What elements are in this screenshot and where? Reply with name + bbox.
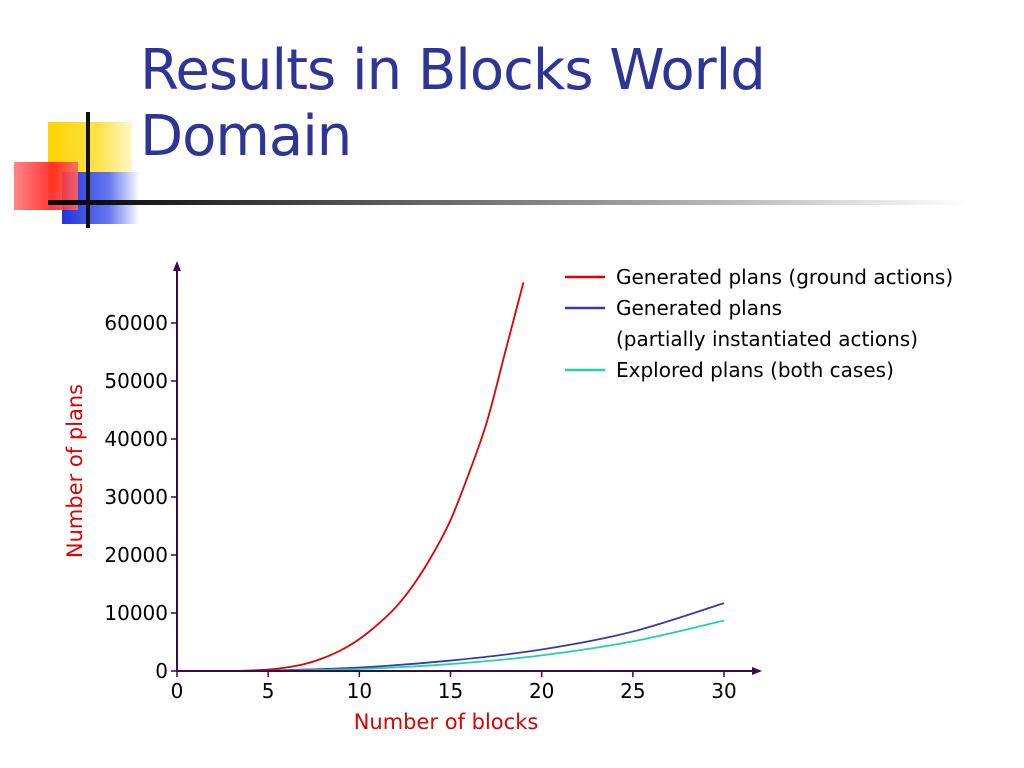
legend: Generated plans (ground actions) Generate… xyxy=(565,265,953,382)
y-tick-label: 0 xyxy=(155,659,168,683)
x-tick-label: 30 xyxy=(711,679,736,703)
y-tick-label: 40000 xyxy=(104,427,168,451)
axes xyxy=(173,261,762,675)
y-axis-title: Number of plans xyxy=(63,384,87,558)
y-tick-label: 60000 xyxy=(104,311,168,335)
x-tick-label: 0 xyxy=(171,679,184,703)
y-tick-label: 30000 xyxy=(104,485,168,509)
x-axis-arrow xyxy=(752,667,762,675)
legend-label-2: Generated plans xyxy=(616,296,782,320)
y-axis-arrow xyxy=(173,261,181,271)
title-line-1: Results in Blocks World xyxy=(140,38,766,103)
x-axis-ticks: 0 5 10 15 20 25 30 xyxy=(171,671,737,703)
y-tick-label: 50000 xyxy=(104,369,168,393)
x-tick-label: 20 xyxy=(529,679,554,703)
vertical-rule xyxy=(86,112,90,228)
x-tick-label: 25 xyxy=(620,679,645,703)
series-line-1 xyxy=(213,282,525,672)
title-line-2: Domain xyxy=(140,104,352,169)
legend-label-3: Explored plans (both cases) xyxy=(616,358,894,382)
x-axis-title: Number of blocks xyxy=(354,710,539,734)
line-chart: 0 10000 20000 30000 40000 50000 60000 0 5 10 15 20… xyxy=(63,261,953,734)
x-tick-label: 10 xyxy=(347,679,372,703)
y-axis-ticks: 0 10000 20000 30000 40000 50000 60000 xyxy=(104,311,177,683)
horizontal-rule xyxy=(48,200,968,205)
y-tick-label: 10000 xyxy=(104,601,168,625)
slide-title: Results in Blocks World Domain xyxy=(140,38,1000,170)
x-tick-label: 15 xyxy=(438,679,463,703)
title-decoration xyxy=(14,112,968,228)
legend-label-2: (partially instantiated actions) xyxy=(616,327,918,351)
y-tick-label: 20000 xyxy=(104,543,168,567)
series-line-2 xyxy=(213,602,725,672)
legend-label-1: Generated plans (ground actions) xyxy=(616,265,953,289)
x-tick-label: 5 xyxy=(262,679,275,703)
